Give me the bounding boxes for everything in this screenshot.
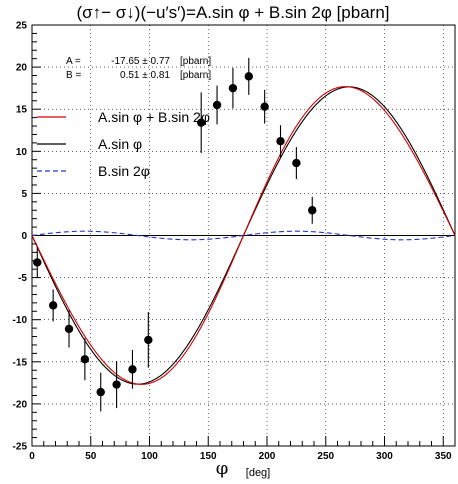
data-point: [244, 57, 253, 95]
data-point: [64, 310, 74, 348]
data-marker: [260, 102, 269, 111]
x-tick-label: 200: [259, 451, 276, 462]
x-tick-label: 250: [317, 451, 334, 462]
data-point: [144, 312, 153, 368]
y-tick-label: 5: [21, 189, 27, 200]
curve-total-fit: [31, 86, 456, 385]
fit-parameters: A = -17.65 ± 0.77 [pbarn] B = 0.51 ± 0.8…: [66, 56, 211, 81]
data-points: [33, 57, 317, 412]
x-tick-label: 150: [200, 451, 217, 462]
y-tick-label: 25: [16, 21, 28, 32]
param-a-value: -17.65 ± 0.77: [111, 56, 170, 67]
data-marker: [144, 335, 153, 345]
data-point: [112, 360, 121, 409]
data-marker: [33, 258, 42, 267]
param-b-unit: [pbarn]: [180, 70, 211, 81]
data-point: [276, 125, 285, 158]
x-tick-label: 350: [435, 451, 452, 462]
data-point: [197, 92, 206, 153]
data-marker: [80, 355, 90, 364]
y-tick-label: 20: [16, 63, 28, 74]
data-marker: [112, 380, 121, 389]
data-marker: [308, 206, 317, 215]
x-axis-unit: [deg]: [246, 467, 270, 479]
data-point: [308, 196, 317, 224]
data-point: [212, 85, 222, 125]
param-a-unit: [pbarn]: [180, 56, 211, 67]
data-marker: [48, 301, 58, 310]
y-axis: -25 -20 -15 -10 -5 0 5 10 15 20 25: [13, 21, 41, 453]
x-tick-label: 100: [141, 451, 158, 462]
data-marker: [244, 72, 253, 81]
x-tick-label: 300: [376, 451, 393, 462]
x-tick-label: 50: [85, 451, 97, 462]
fit-curves: [31, 86, 456, 385]
data-marker: [212, 100, 222, 110]
data-marker: [64, 324, 74, 334]
x-tick-label: 0: [29, 451, 35, 462]
legend-label-total: A.sin φ + B.sin 2φ: [98, 109, 210, 125]
legend-label-b: B.sin 2φ: [98, 163, 150, 179]
data-marker: [96, 387, 105, 397]
param-b-value: 0.51 ± 0.81: [120, 70, 170, 81]
x-axis: 0 50 100 150 200 250 300 350: [29, 436, 452, 462]
legend-label-a: A.sin φ: [98, 136, 142, 152]
data-point: [128, 350, 137, 389]
data-point: [48, 289, 58, 322]
data-marker: [276, 136, 285, 146]
data-marker: [292, 158, 301, 168]
data-marker: [128, 365, 137, 374]
data-marker: [228, 83, 238, 93]
data-point: [228, 67, 238, 109]
y-tick-label: -10: [13, 315, 28, 326]
y-tick-label: 0: [21, 231, 27, 242]
data-point: [96, 372, 105, 412]
grid: [32, 25, 455, 446]
x-axis-label: φ: [216, 458, 229, 479]
data-point: [80, 338, 90, 381]
y-tick-label: -5: [18, 273, 27, 284]
data-point: [292, 147, 301, 180]
y-tick-label: -15: [13, 357, 28, 368]
y-tick-label: -25: [13, 442, 28, 453]
param-b-label: B =: [66, 70, 81, 81]
data-point: [260, 89, 269, 124]
chart-title: (σ↑− σ↓)(−u′s′)=A.sin φ + B.sin 2φ [pbar…: [76, 3, 389, 22]
y-tick-label: -20: [13, 399, 28, 410]
legend: A.sin φ + B.sin 2φ A.sin φ B.sin 2φ: [37, 109, 210, 179]
data-marker: [197, 118, 206, 127]
param-a-label: A =: [66, 56, 81, 67]
y-tick-label: 10: [16, 147, 28, 158]
data-point: [33, 247, 42, 278]
y-tick-label: 15: [16, 105, 28, 116]
